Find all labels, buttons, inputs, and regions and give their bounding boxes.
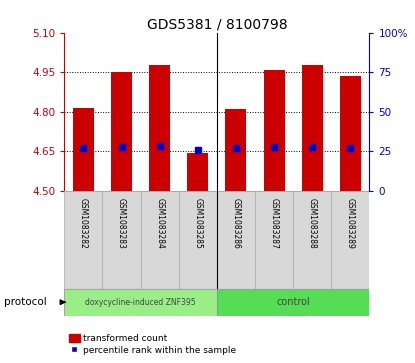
Bar bbox=[64, 191, 103, 289]
Text: GSM1083282: GSM1083282 bbox=[79, 199, 88, 249]
Bar bbox=[293, 191, 331, 289]
Bar bbox=[340, 76, 361, 191]
Bar bbox=[217, 191, 255, 289]
Bar bbox=[264, 70, 285, 191]
Bar bbox=[73, 108, 94, 191]
Text: GSM1083283: GSM1083283 bbox=[117, 199, 126, 249]
Bar bbox=[64, 289, 217, 316]
Text: protocol: protocol bbox=[4, 297, 47, 307]
Bar bbox=[217, 289, 369, 316]
Bar bbox=[179, 191, 217, 289]
Text: doxycycline-induced ZNF395: doxycycline-induced ZNF395 bbox=[85, 298, 196, 307]
Text: GSM1083289: GSM1083289 bbox=[346, 199, 355, 249]
Text: GSM1083288: GSM1083288 bbox=[308, 199, 317, 249]
Text: GSM1083285: GSM1083285 bbox=[193, 199, 202, 249]
Bar bbox=[111, 72, 132, 191]
Legend: transformed count, percentile rank within the sample: transformed count, percentile rank withi… bbox=[69, 334, 237, 355]
Bar bbox=[141, 191, 179, 289]
Bar bbox=[331, 191, 369, 289]
Text: GSM1083284: GSM1083284 bbox=[155, 199, 164, 249]
Bar bbox=[225, 109, 247, 191]
Text: control: control bbox=[276, 297, 310, 307]
Bar bbox=[187, 153, 208, 191]
Title: GDS5381 / 8100798: GDS5381 / 8100798 bbox=[146, 17, 287, 32]
Text: GSM1083286: GSM1083286 bbox=[232, 199, 240, 249]
Bar bbox=[149, 65, 170, 191]
Text: GSM1083287: GSM1083287 bbox=[269, 199, 278, 249]
Bar bbox=[255, 191, 293, 289]
Bar bbox=[302, 65, 322, 191]
Bar bbox=[103, 191, 141, 289]
